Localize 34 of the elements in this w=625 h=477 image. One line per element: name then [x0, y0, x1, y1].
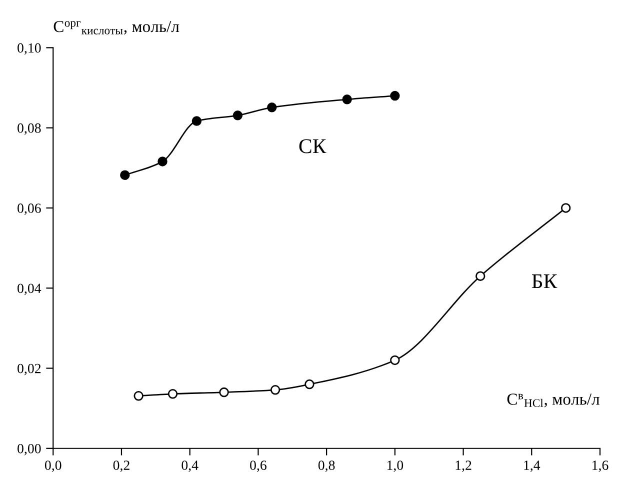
x-tick-label: 0,8: [318, 460, 335, 472]
point: [304, 379, 314, 390]
x-tick-label: 0,0: [44, 460, 62, 472]
point: [267, 102, 277, 112]
y-tick-label: 0,00: [18, 444, 41, 456]
x-tick-label: 0,6: [250, 460, 266, 472]
x-tick-label: 1,0: [387, 460, 404, 472]
point: [158, 156, 168, 166]
x-tick-label: 0,2: [113, 460, 130, 472]
y-tick-label: 0,06: [18, 204, 41, 215]
point: [134, 391, 144, 401]
x-tick-label: 1,4: [524, 460, 540, 472]
x-axis-title: C$^{в}$$_{HCl}$, моль/л: [507, 394, 600, 408]
point: [120, 170, 130, 180]
x-tick-label: 1,6: [592, 460, 608, 472]
point: [390, 90, 400, 101]
y-tick-label: 0,08: [18, 123, 41, 135]
point: [342, 94, 352, 104]
point: [219, 387, 229, 398]
y-tick-label: 0,04: [18, 284, 42, 296]
point: [168, 389, 178, 399]
point: [232, 110, 243, 120]
y-axis-title: C$^{орг}$$_{кислоты}$, моль/л: [54, 20, 180, 35]
point: [270, 385, 280, 395]
x-tick-label: 0,4: [182, 460, 198, 472]
point: [390, 355, 400, 366]
point: [476, 271, 486, 281]
x-tick-label: 1,2: [456, 460, 472, 472]
point: [192, 116, 202, 126]
y-tick-label: 0,02: [18, 364, 41, 376]
series-label: СК: [299, 139, 326, 154]
series-label: БК: [532, 274, 558, 288]
y-tick-label: 0,10: [18, 43, 41, 55]
point: [560, 203, 571, 213]
